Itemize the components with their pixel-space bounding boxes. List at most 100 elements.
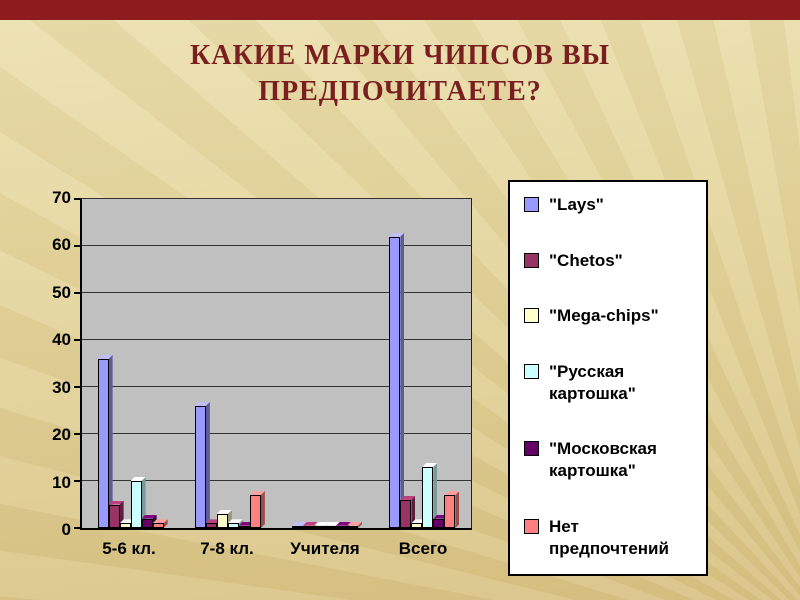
y-tick-label: 70: [52, 188, 71, 207]
bar: [141, 519, 153, 528]
bar-top-face: [153, 519, 168, 523]
legend-label: Нет предпочтений: [549, 516, 669, 558]
x-category-label: 7-8 кл.: [200, 539, 254, 558]
gridline: [82, 245, 471, 246]
bar-top-face: [98, 355, 113, 359]
legend-item: Нет предпочтений: [524, 516, 698, 560]
legend-marker: [524, 252, 539, 268]
bar-top-face: [228, 519, 243, 523]
chart: 0 10 20 30 40 50 60 70 5-6 кл. 7-8 кл. Учителя Все…: [34, 188, 472, 572]
bar-top-face: [400, 496, 415, 500]
bar: [433, 519, 444, 528]
bar-top-face: [292, 522, 307, 526]
x-category-label: Учителя: [290, 539, 360, 558]
bar-top-face: [433, 515, 448, 519]
y-tick-mark: [74, 245, 80, 247]
bar-side-face: [400, 233, 404, 528]
legend-item: "Русская картошка": [524, 361, 698, 405]
y-tick-label: 40: [52, 330, 71, 350]
bar: [238, 526, 250, 528]
y-tick-mark: [74, 292, 80, 294]
bar-clusters: [82, 199, 471, 528]
bar-side-face: [120, 501, 124, 529]
x-category-label: 5-6 кл.: [102, 539, 156, 558]
bar-top-face: [131, 477, 146, 481]
bar-top-face: [444, 491, 459, 495]
bar-cluster: [194, 199, 261, 528]
y-tick-label: 20: [52, 425, 71, 445]
bar: [130, 481, 142, 528]
bar-top-face: [411, 519, 426, 523]
bar-side-face: [433, 463, 437, 528]
bar-top-face: [217, 510, 232, 514]
bar-side-face: [411, 496, 415, 528]
legend-label: "Chetos": [549, 250, 623, 270]
bar: [325, 526, 336, 528]
gridline: [82, 339, 471, 340]
legend-marker: [524, 441, 539, 457]
chart-legend: "Lays" "Chetos" "Mega-chips" "Русская карто…: [508, 180, 708, 576]
y-tick-mark: [74, 433, 80, 436]
slide-title-line1: КАКИЕ МАРКИ ЧИПСОВ ВЫ: [189, 40, 611, 71]
legend-label: "Mega-chips": [549, 306, 659, 326]
bar-side-face: [206, 402, 210, 528]
legend-item: "Lays": [524, 194, 698, 216]
bar: [194, 406, 206, 528]
y-tick-label: 10: [52, 472, 71, 492]
legend-label: "Русская картошка": [549, 361, 636, 403]
bar: [97, 359, 109, 528]
gridline: [82, 292, 471, 293]
bar-side-face: [358, 522, 362, 528]
bar: [422, 467, 433, 528]
bar: [152, 523, 164, 528]
bar-top-face: [120, 519, 135, 523]
bar-top-face: [325, 522, 340, 526]
bar: [119, 523, 131, 528]
bar-cluster: [389, 199, 455, 528]
bar-top-face: [195, 402, 210, 406]
x-category-label: Всего: [398, 539, 448, 558]
bar-side-face: [164, 519, 168, 528]
bar: [108, 505, 120, 528]
bar-top-face: [347, 522, 362, 526]
bar-side-face: [228, 510, 232, 528]
gridline: [82, 198, 471, 199]
legend-marker: [524, 308, 539, 324]
bar: [249, 495, 261, 528]
bar: [205, 523, 217, 528]
y-axis: 0 10 20 30 40 50 60 70: [34, 188, 80, 539]
bar-side-face: [142, 477, 146, 528]
legend-marker: [524, 363, 539, 379]
bar: [389, 237, 400, 528]
top-accent-bar: [0, 0, 800, 20]
bar: [400, 500, 411, 528]
slide-title: КАКИЕ МАРКИ ЧИПСОВ ВЫ ПРЕДПОЧИТАЕТЕ?: [0, 38, 800, 111]
bar: [347, 526, 358, 528]
y-tick-label: 0: [61, 520, 71, 539]
bar-top-face: [239, 522, 254, 526]
bar: [314, 526, 325, 528]
y-tick-mark: [74, 527, 80, 529]
x-axis: 5-6 кл. 7-8 кл. Учителя Всего: [80, 530, 472, 572]
bar-top-face: [142, 515, 157, 519]
bar-top-face: [250, 491, 265, 495]
bar-cluster: [292, 199, 358, 528]
bar-side-face: [153, 515, 157, 528]
bar-top-face: [303, 522, 318, 526]
legend-item: "Mega-chips": [524, 305, 698, 327]
bar-side-face: [109, 355, 113, 528]
legend-label: "Lays": [549, 195, 604, 214]
bar: [336, 526, 347, 528]
bar: [303, 526, 314, 528]
bar-top-face: [109, 501, 124, 505]
y-tick-mark: [74, 386, 80, 388]
gridline: [82, 480, 471, 481]
bar: [411, 523, 422, 528]
y-tick-mark: [74, 198, 80, 200]
gridline: [82, 386, 471, 387]
slide-title-line2: ПРЕДПОЧИТАЕТЕ?: [258, 76, 542, 108]
bar: [227, 523, 239, 528]
bar: [216, 514, 228, 528]
y-tick-label: 30: [52, 377, 71, 397]
